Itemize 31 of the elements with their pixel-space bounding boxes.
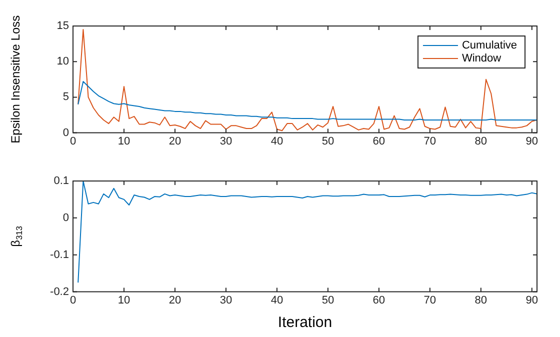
y-tick-label: -0.2 (50, 286, 69, 298)
x-tick-label: 40 (270, 294, 284, 306)
x-tick-label: 80 (474, 135, 488, 148)
x-tick-label: 10 (118, 294, 130, 306)
y-tick-label: -0.1 (50, 248, 69, 261)
x-tick-label: 90 (526, 294, 538, 306)
x-tick-label: 30 (220, 294, 232, 306)
y-tick-label: 0.1 (54, 175, 69, 188)
x-axis-title: Iteration (278, 314, 332, 332)
x-tick-label: 70 (424, 135, 436, 148)
x-tick-label: 70 (424, 294, 436, 306)
y-tick-label: 0 (62, 126, 69, 139)
x-tick-label: 50 (322, 294, 334, 306)
x-tick-label: 90 (526, 135, 538, 148)
x-tick-label: 50 (322, 135, 334, 148)
y-tick-label: 0 (62, 212, 69, 224)
y-axis-title: Epsilon Insensitive Loss (8, 15, 22, 144)
x-tick-label: 40 (270, 135, 284, 148)
legend-label: Window (462, 52, 502, 65)
x-tick-label: 80 (474, 294, 488, 306)
y-axis-title: β313 (8, 226, 24, 247)
x-tick-label: 30 (220, 135, 232, 148)
x-tick-label: 60 (372, 135, 386, 148)
y-tick-label: 10 (56, 56, 69, 68)
x-tick-label: 20 (168, 135, 182, 148)
x-tick-label: 20 (168, 294, 182, 306)
legend-label: Cumulative (462, 40, 518, 52)
x-tick-label: 10 (118, 135, 130, 148)
y-tick-label: 5 (62, 91, 69, 104)
y-tick-label: 15 (56, 20, 69, 32)
x-tick-label: 60 (372, 294, 386, 306)
